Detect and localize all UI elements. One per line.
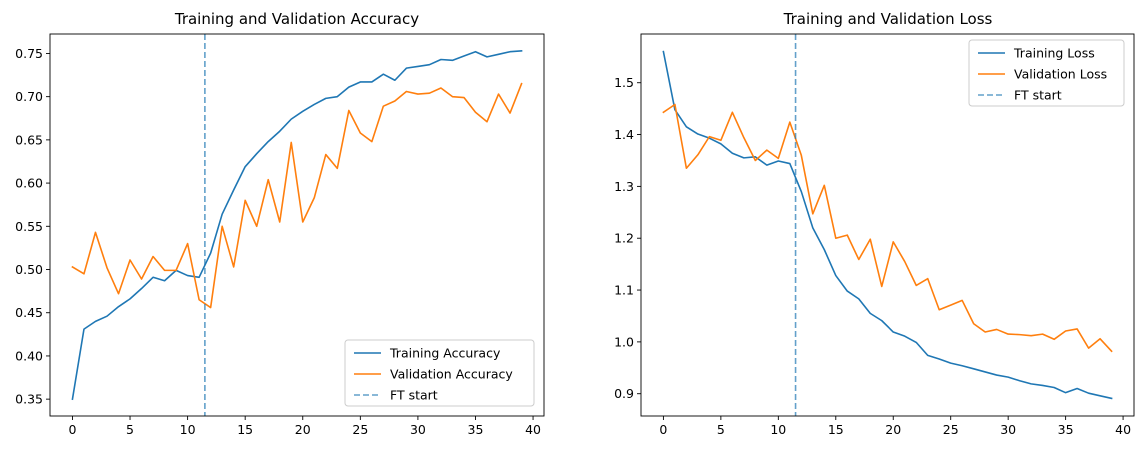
loss-x-tick-label: 40 (1115, 422, 1131, 437)
accuracy-x-tick-label: 30 (410, 422, 426, 437)
accuracy-x-tick-label: 10 (180, 422, 196, 437)
accuracy-legend-label: Validation Accuracy (390, 367, 513, 382)
accuracy-x-tick-label: 25 (352, 422, 368, 437)
accuracy-y-tick-label: 0.75 (15, 46, 43, 61)
accuracy-y-tick-label: 0.45 (15, 305, 43, 320)
accuracy-x-tick-label: 15 (237, 422, 253, 437)
loss-legend-label: Validation Loss (1014, 67, 1107, 82)
accuracy-y-tick-label: 0.65 (15, 132, 43, 147)
accuracy-y-tick-label: 0.60 (15, 176, 43, 191)
accuracy-series-validation-accuracy (71, 82, 523, 309)
loss-chart: Training and Validation Loss 0 5 10 15 20 25 3… (614, 10, 1135, 437)
accuracy-y-tick-label: 0.55 (15, 219, 43, 234)
accuracy-chart: Training and Validation Accuracy 0 5 10 15 2… (15, 10, 545, 437)
loss-chart-title: Training and Validation Loss (783, 10, 993, 28)
accuracy-y-tick-label: 0.50 (15, 262, 43, 277)
loss-series-validation-loss (662, 103, 1113, 353)
loss-x-tick-label: 25 (943, 422, 959, 437)
loss-series-training-loss (662, 50, 1113, 400)
accuracy-x-tick-label: 35 (468, 422, 484, 437)
loss-legend-label: Training Loss (1013, 46, 1095, 61)
loss-x-tick-label: 10 (770, 422, 786, 437)
loss-x-tick-label: 20 (885, 422, 901, 437)
accuracy-plot-area: 0 5 10 15 20 25 30 35 40 0.35 0.40 0.45 0.50 0.55 0.60… (15, 33, 545, 437)
loss-legend: Training Loss Validation Loss FT start (968, 39, 1125, 107)
loss-x-tick-label: 35 (1058, 422, 1074, 437)
loss-x-tick-label: 0 (659, 422, 667, 437)
loss-y-tick-label: 0.9 (614, 386, 634, 401)
accuracy-legend: Training Accuracy Validation Accuracy FT s… (344, 339, 535, 407)
loss-x-tick-label: 30 (1000, 422, 1016, 437)
loss-y-tick-label: 1.0 (614, 334, 634, 349)
accuracy-x-tick-label: 20 (295, 422, 311, 437)
accuracy-y-tick-label: 0.40 (15, 348, 43, 363)
loss-plot-area: 0 5 10 15 20 25 30 35 40 0.9 1.0 1.1 1.2 1.3 1.4 1.5 Tra… (614, 33, 1135, 437)
accuracy-y-tick-label: 0.70 (15, 89, 43, 104)
loss-axes-frame (640, 33, 1135, 417)
accuracy-axes-frame (49, 33, 545, 417)
accuracy-series-training-accuracy (71, 49, 523, 401)
accuracy-x-tick-label: 5 (126, 422, 134, 437)
loss-y-tick-label: 1.3 (614, 179, 634, 194)
accuracy-x-tick-label: 40 (525, 422, 541, 437)
loss-y-tick-label: 1.4 (614, 127, 634, 142)
loss-legend-label: FT start (1014, 88, 1062, 103)
loss-y-tick-label: 1.5 (614, 75, 634, 90)
loss-x-tick-label: 5 (717, 422, 725, 437)
accuracy-chart-title: Training and Validation Accuracy (174, 10, 419, 28)
loss-y-tick-label: 1.2 (614, 231, 634, 246)
accuracy-x-tick-label: 0 (68, 422, 76, 437)
loss-y-tick-label: 1.1 (614, 283, 634, 298)
accuracy-legend-label: Training Accuracy (389, 346, 501, 361)
loss-x-tick-label: 15 (828, 422, 844, 437)
accuracy-y-tick-label: 0.35 (15, 392, 43, 407)
accuracy-legend-label: FT start (390, 388, 438, 403)
